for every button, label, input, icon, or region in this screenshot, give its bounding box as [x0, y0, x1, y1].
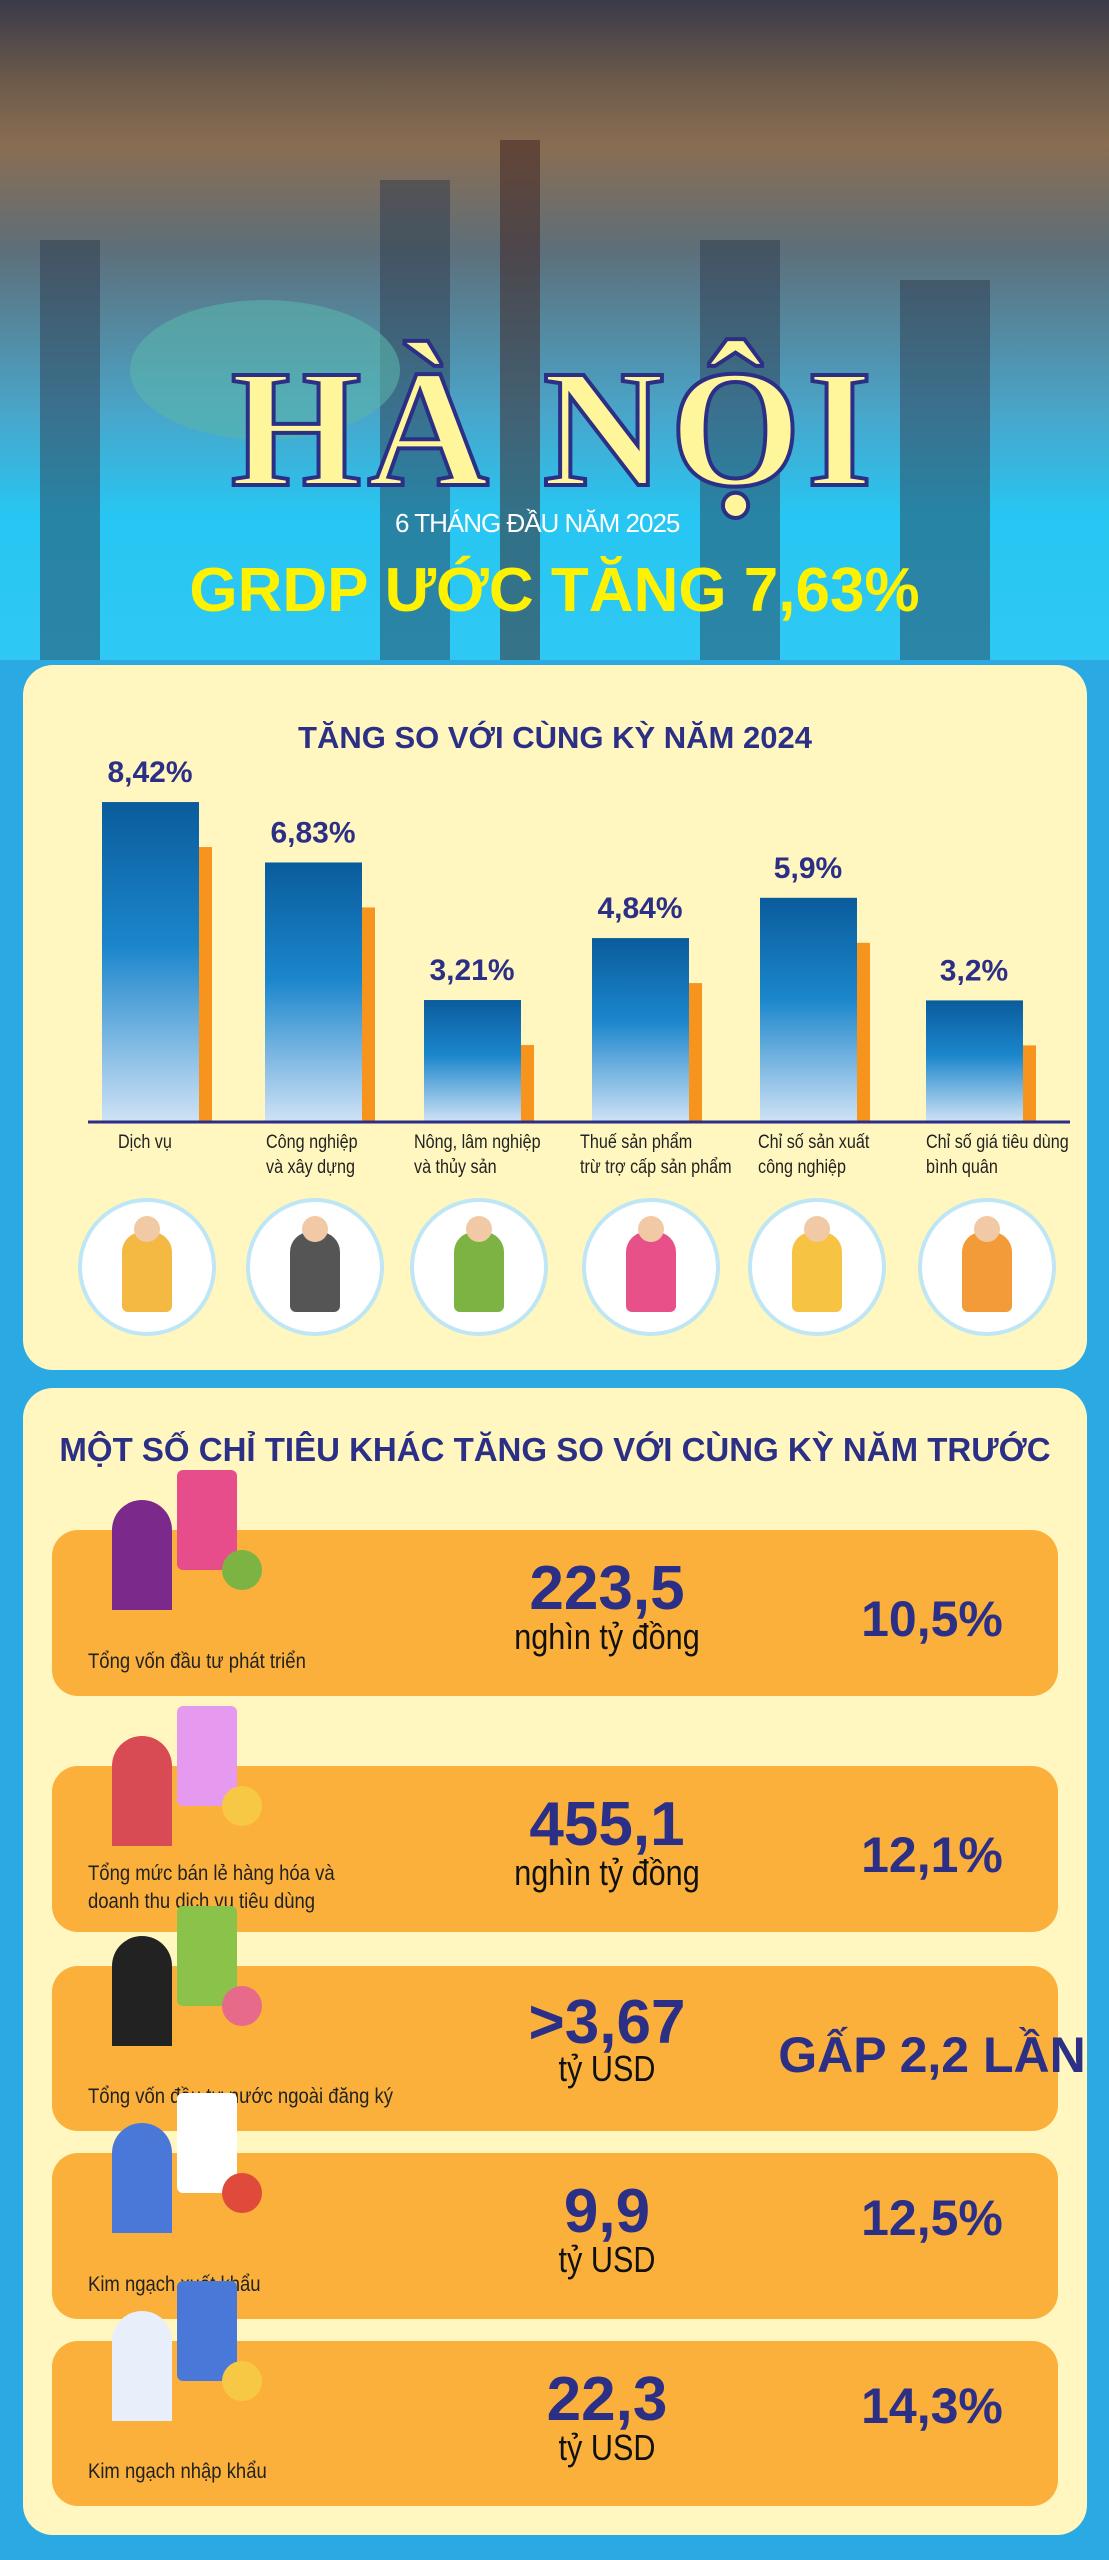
x-tick-label-line: Công nghiệp	[266, 1132, 358, 1153]
stock-chart-icon	[72, 1866, 322, 2066]
x-tick-label-line: bình quân	[926, 1157, 998, 1178]
indicator-unit: nghìn tỷ đồng	[514, 1616, 700, 1657]
indicator-change: GẤP 2,2 LẦN	[778, 2027, 1086, 2083]
indicator-label-line: doanh thu dịch vụ tiêu dùng	[88, 1890, 316, 1913]
indicator-value: 223,5	[529, 1554, 685, 1623]
x-tick-label-line: Nông, lâm nghiệp	[414, 1132, 541, 1153]
indicator-label-line: Tổng mức bán lẻ hàng hóa và	[88, 1862, 335, 1885]
x-tick-label-line: Dịch vụ	[118, 1132, 172, 1153]
indicator-change: 14,3%	[861, 2378, 1003, 2434]
page-subtitle: 6 THÁNG ĐẦU NĂM 2025	[395, 508, 680, 538]
indicator-card: Tổng vốn đầu tư nước ngoài đăng ký >3,67 t…	[52, 1906, 1086, 2131]
x-tick-label: Nông, lâm nghiệp và thủy sản	[414, 1130, 541, 1180]
x-tick-label-line: Thuế sản phẩm	[580, 1132, 693, 1153]
indicator-label-line: Tổng vốn đầu tư phát triển	[88, 1650, 306, 1673]
x-tick-label-line: Chỉ số giá tiêu dùng	[926, 1132, 1069, 1153]
indicator-unit: nghìn tỷ đồng	[514, 1852, 700, 1893]
x-tick-label-line: và thủy sản	[414, 1157, 497, 1178]
indicator-change: 10,5%	[861, 1591, 1003, 1647]
page-title: HÀ NỘI	[229, 336, 879, 522]
indicator-value: 22,3	[546, 2365, 668, 2434]
indicator-value: 9,9	[563, 2177, 651, 2246]
grdp-headline: GRDP ƯỚC TĂNG 7,63%	[189, 556, 920, 625]
indicator-label: Tổng mức bán lẻ hàng hóa và doanh thu dịc…	[88, 1860, 335, 1916]
business-people-icon	[78, 1198, 216, 1336]
coin-growth-icon	[748, 1198, 886, 1336]
investment-blocks-icon	[72, 1430, 322, 1630]
indicator-card: Kim ngạch nhập khẩu 22,3 tỷ USD 14,3%	[52, 2281, 1058, 2506]
indicator-label: Tổng vốn đầu tư phát triển	[88, 1648, 306, 1676]
x-tick-label: Công nghiệp và xây dựng	[266, 1130, 358, 1180]
indicator-unit: tỷ USD	[558, 2427, 656, 2468]
indicators-title: MỘT SỐ CHỈ TIÊU KHÁC TĂNG SO VỚI CÙNG KỲ…	[59, 1431, 1051, 1468]
x-tick-label-line: trừ trợ cấp sản phẩm	[580, 1157, 732, 1178]
factory-workers-icon	[246, 1198, 384, 1336]
pie-chart-person-icon	[582, 1198, 720, 1336]
x-tick-label-line: và xây dựng	[266, 1157, 355, 1178]
x-tick-label: Thuế sản phẩm trừ trợ cấp sản phẩm	[580, 1130, 732, 1180]
indicator-change: 12,5%	[861, 2190, 1003, 2246]
hero-city-photo	[0, 0, 1109, 660]
indicator-label: Tổng vốn đầu tư nước ngoài đăng ký	[88, 2083, 393, 2111]
indicator-value: 455,1	[529, 1790, 685, 1859]
report-board-icon	[72, 2241, 322, 2441]
x-tick-label: Chỉ số giá tiêu dùng bình quân	[926, 1130, 1069, 1180]
x-tick-label-line: công nghiệp	[758, 1157, 847, 1178]
chart-title: TĂNG SO VỚI CÙNG KỲ NĂM 2024	[298, 720, 812, 755]
indicator-value: >3,67	[528, 1988, 686, 2057]
vegetable-basket-icon	[410, 1198, 548, 1336]
indicator-card: Tổng vốn đầu tư phát triển 223,5 nghìn tỷ …	[52, 1470, 1058, 1696]
indicator-change: 12,1%	[861, 1827, 1003, 1883]
magnifier-pie-icon	[72, 1666, 322, 1866]
indicator-label: Kim ngạch nhập khẩu	[88, 2458, 267, 2486]
presenter-chart-icon	[918, 1198, 1056, 1336]
x-tick-label-line: Chỉ số sản xuất	[758, 1132, 870, 1153]
indicator-label-line: Tổng vốn đầu tư nước ngoài đăng ký	[88, 2085, 394, 2108]
laptop-target-icon	[72, 2053, 322, 2253]
x-tick-label: Chỉ số sản xuất công nghiệp	[758, 1130, 869, 1180]
indicator-unit: tỷ USD	[558, 2048, 656, 2089]
indicator-label-line: Kim ngạch nhập khẩu	[88, 2460, 267, 2483]
x-tick-label: Dịch vụ	[118, 1130, 172, 1155]
indicator-card: Tổng mức bán lẻ hàng hóa và doanh thu dịc…	[52, 1706, 1058, 1932]
indicator-unit: tỷ USD	[558, 2239, 656, 2280]
